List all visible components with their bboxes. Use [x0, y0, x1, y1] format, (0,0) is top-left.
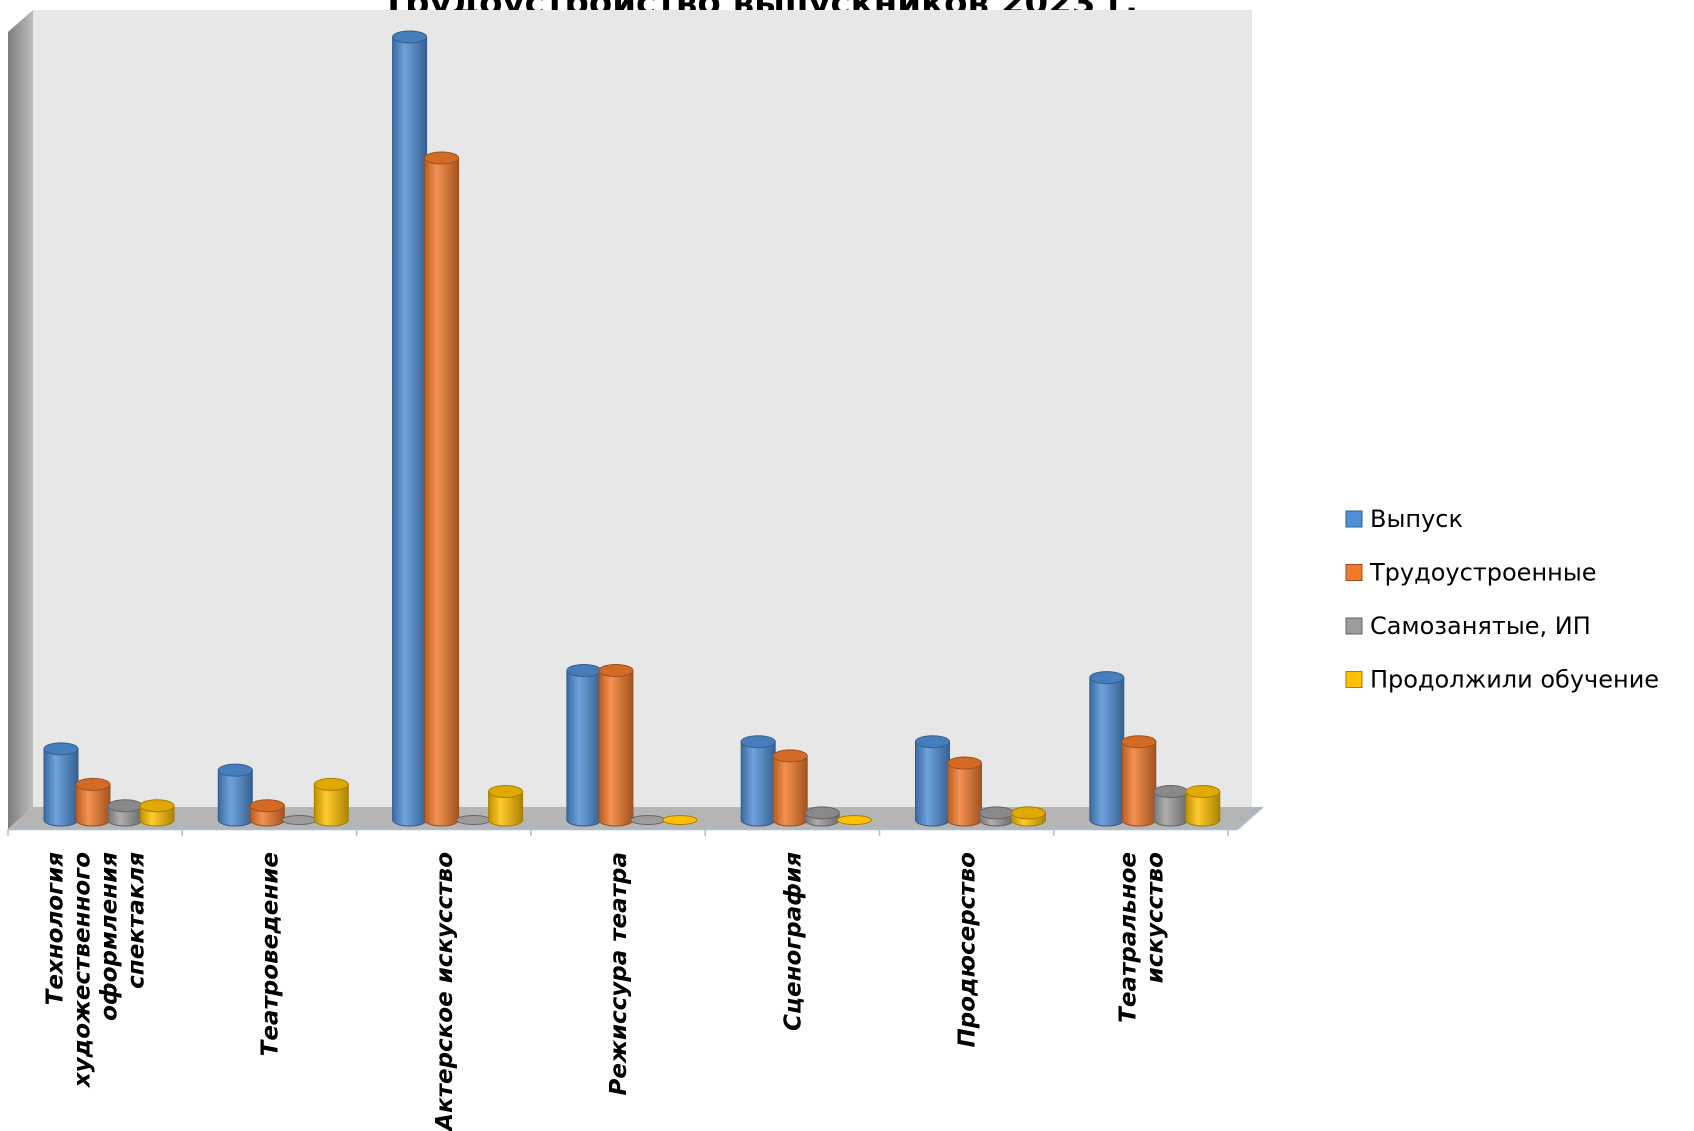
legend-label: Продолжили обучение [1370, 666, 1659, 694]
bar [313, 777, 349, 827]
x-axis-side-line [1237, 806, 1264, 830]
legend-swatch [1345, 564, 1363, 581]
bar [566, 664, 602, 827]
bar [43, 742, 79, 827]
category-labels: Технология художественного оформления спект… [43, 852, 1169, 1131]
bar [217, 763, 253, 827]
x-tick-label: Сценография [780, 852, 806, 1031]
x-tick-label: Технология [43, 852, 69, 1006]
bar [772, 749, 808, 827]
legend-label: Выпуск [1370, 505, 1463, 533]
bar [392, 30, 428, 827]
legend-item: Продолжили обучение [1345, 666, 1659, 694]
bar [662, 815, 698, 825]
back-wall [33, 10, 1252, 807]
x-tick-label: Театроведение [257, 852, 283, 1056]
legend-label: Трудоустроенные [1369, 559, 1597, 587]
legend-label: Самозанятые, ИП [1370, 612, 1591, 640]
bar [836, 815, 872, 825]
bars [43, 30, 1221, 827]
legend-item: Самозанятые, ИП [1345, 612, 1591, 640]
bar [488, 785, 524, 827]
bar [947, 756, 982, 827]
bar [1011, 806, 1046, 827]
x-tick-label: художественного [70, 852, 96, 1088]
side-wall [8, 10, 33, 829]
bar [979, 806, 1014, 827]
legend-swatch [1345, 510, 1363, 528]
bar [249, 799, 285, 827]
bar [598, 664, 634, 827]
bar [1153, 785, 1189, 827]
bar [456, 815, 492, 825]
bar [424, 151, 460, 827]
bar [1089, 671, 1125, 827]
x-tick-label: искусство [1142, 852, 1168, 983]
bar [1121, 735, 1157, 827]
bar [740, 735, 776, 827]
legend: Выпуск Трудоустроенные Самозанятые, ИП Прод… [1345, 505, 1659, 694]
legend-swatch [1345, 671, 1363, 688]
bar [630, 815, 666, 825]
legend-item: Трудоустроенные [1345, 559, 1597, 587]
legend-swatch [1345, 617, 1363, 635]
bar [1185, 785, 1221, 827]
x-tick-label: оформления [97, 852, 123, 1021]
bar [75, 777, 111, 827]
x-tick-label: Театральное [1115, 852, 1141, 1023]
x-tick-label: спектакля [124, 852, 150, 989]
bar [804, 806, 840, 827]
bar [915, 735, 950, 827]
bar [281, 815, 317, 825]
x-tick-label: Актерское искусство [432, 852, 458, 1131]
x-tick-label: Режиссура театра [606, 852, 632, 1095]
x-tick-label: Продюсерство [955, 852, 981, 1047]
bar [107, 799, 143, 827]
bar [139, 799, 175, 827]
legend-item: Выпуск [1345, 505, 1463, 533]
x-axis-ticks [7, 829, 1229, 836]
